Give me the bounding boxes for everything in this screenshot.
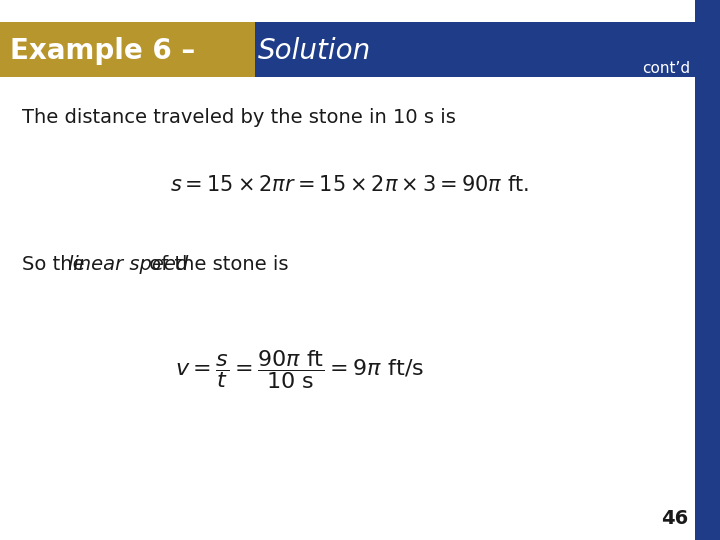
Text: cont’d: cont’d	[642, 61, 690, 76]
Text: Solution: Solution	[258, 37, 372, 65]
Text: linear speed: linear speed	[68, 255, 188, 274]
Bar	[0, 22, 255, 77]
Text: of the stone is: of the stone is	[143, 255, 289, 274]
Text: The distance traveled by the stone in 10 s is: The distance traveled by the stone in 10…	[22, 108, 456, 127]
Text: $s = 15 \times 2\pi r = 15 \times 2\pi \times 3 = 90\pi \ \mathrm{ft.}$: $s = 15 \times 2\pi r = 15 \times 2\pi \…	[171, 175, 530, 195]
Bar	[695, 0, 720, 540]
Text: Example 6 –: Example 6 –	[10, 37, 205, 65]
Bar	[255, 22, 695, 77]
Text: $v = \dfrac{s}{t} = \dfrac{90\pi \ \mathrm{ft}}{10 \ \mathrm{s}} = 9\pi \ \mathr: $v = \dfrac{s}{t} = \dfrac{90\pi \ \math…	[176, 348, 425, 392]
Text: 46: 46	[661, 509, 688, 528]
Text: So the: So the	[22, 255, 91, 274]
